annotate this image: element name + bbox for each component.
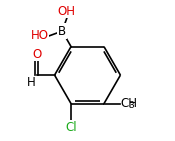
Text: O: O [32, 48, 41, 61]
Text: B: B [58, 25, 66, 38]
Text: 3: 3 [128, 101, 134, 110]
Text: H: H [27, 76, 36, 89]
Text: OH: OH [58, 5, 76, 18]
Text: CH: CH [121, 97, 138, 110]
Text: Cl: Cl [65, 121, 77, 134]
Text: HO: HO [30, 29, 48, 42]
